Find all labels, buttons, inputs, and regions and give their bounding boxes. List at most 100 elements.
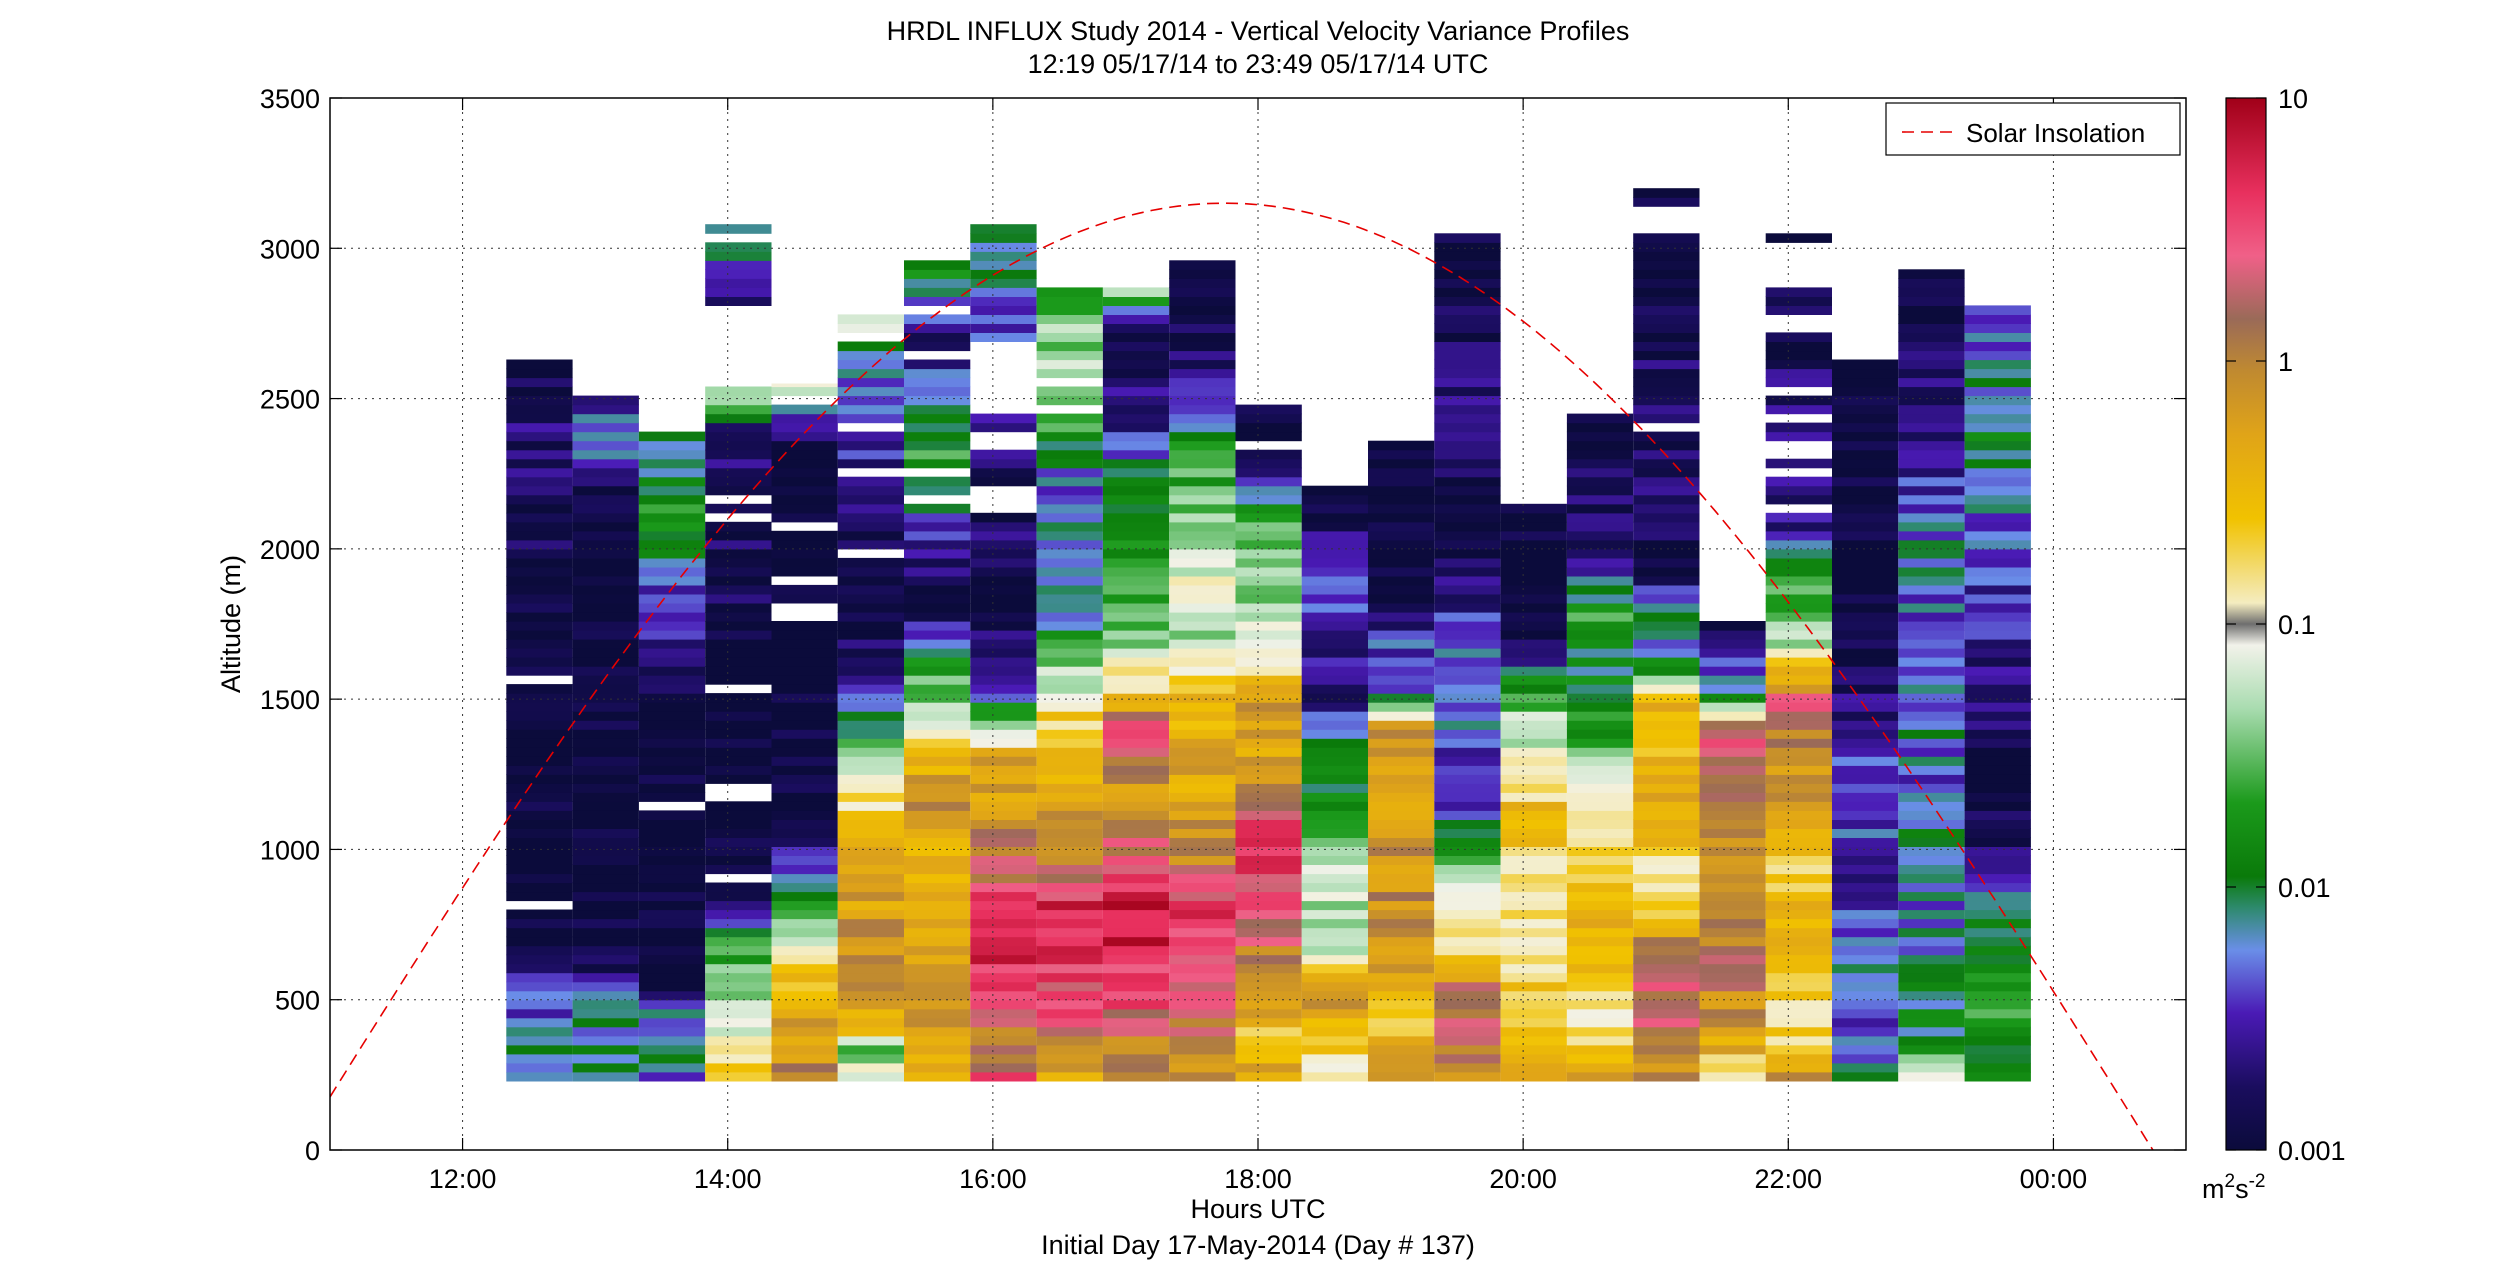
heatmap-cell — [1699, 963, 1766, 974]
chart-subtitle: 12:19 05/17/14 to 23:49 05/17/14 UTC — [1028, 49, 1489, 79]
heatmap-cell — [1832, 711, 1899, 721]
heatmap-cell — [705, 296, 772, 306]
heatmap-cell — [1633, 621, 1700, 631]
heatmap-cell — [1765, 648, 1832, 658]
heatmap-cell — [1566, 684, 1634, 694]
heatmap-cell — [904, 575, 971, 586]
heatmap-cell — [1832, 747, 1899, 757]
heatmap-cell — [1301, 693, 1368, 703]
heatmap-cell — [771, 810, 838, 820]
heatmap-cell — [506, 630, 573, 640]
heatmap-cell — [1765, 999, 1832, 1010]
heatmap-cell — [705, 386, 772, 397]
heatmap-cell — [1036, 287, 1103, 297]
heatmap-cell — [904, 990, 971, 1001]
heatmap-cell — [1699, 927, 1766, 938]
heatmap-cell — [1301, 990, 1368, 1001]
heatmap-cell — [1699, 828, 1766, 838]
heatmap-cell — [970, 792, 1037, 802]
heatmap-cell — [1235, 503, 1302, 514]
heatmap-cell — [1898, 738, 1965, 748]
heatmap-cell — [970, 837, 1037, 847]
heatmap-cell — [1633, 1071, 1700, 1082]
heatmap-cell — [1301, 981, 1368, 992]
heatmap-cell — [572, 783, 639, 793]
heatmap-cell — [1566, 891, 1634, 902]
heatmap-cell — [970, 314, 1037, 324]
heatmap-cell — [1036, 1017, 1103, 1028]
heatmap-cell — [1765, 927, 1832, 938]
heatmap-cell — [1169, 395, 1236, 406]
heatmap-cell — [1633, 260, 1700, 270]
heatmap-cell — [1036, 666, 1103, 676]
heatmap-cell — [1169, 332, 1236, 342]
heatmap-cell — [1633, 837, 1700, 847]
heatmap-cell — [1898, 359, 1965, 370]
heatmap-cell — [1169, 882, 1236, 893]
heatmap-cell — [837, 1062, 904, 1073]
heatmap-cell — [1633, 197, 1700, 207]
heatmap-cell — [1434, 314, 1501, 324]
heatmap-cell — [771, 738, 838, 748]
heatmap-cell — [1235, 1008, 1302, 1019]
heatmap-cell — [1500, 666, 1567, 676]
heatmap-cell — [1898, 566, 1965, 577]
heatmap-cell — [1765, 575, 1832, 586]
heatmap-cell — [1368, 584, 1435, 595]
heatmap-cell — [705, 954, 772, 965]
heatmap-cell — [1368, 593, 1435, 604]
heatmap-cell — [1036, 467, 1103, 478]
x-tick-label: 18:00 — [1224, 1164, 1292, 1194]
heatmap-cell — [1169, 260, 1236, 270]
heatmap-cell — [705, 1071, 772, 1082]
heatmap-cell — [1036, 386, 1103, 397]
heatmap-cell — [1832, 954, 1899, 965]
heatmap-cell — [506, 359, 573, 370]
heatmap-cell — [904, 738, 971, 748]
heatmap-cell — [572, 639, 639, 649]
heatmap-cell — [771, 855, 838, 865]
heatmap-cell — [1169, 936, 1236, 947]
heatmap-cell — [1964, 810, 2031, 820]
heatmap-cell — [705, 1053, 772, 1064]
heatmap-cell — [1102, 765, 1170, 775]
heatmap-cell — [1964, 963, 2031, 974]
heatmap-cell — [638, 819, 706, 829]
heatmap-cell — [1500, 963, 1567, 974]
heatmap-cell — [1765, 404, 1832, 415]
heatmap-cell — [1699, 1026, 1766, 1037]
heatmap-cell — [1434, 927, 1501, 938]
heatmap-cell — [1434, 1017, 1501, 1028]
heatmap-cell — [1964, 900, 2031, 911]
profile-column — [1169, 260, 1236, 1082]
heatmap-cell — [970, 855, 1037, 865]
heatmap-cell — [506, 612, 573, 622]
heatmap-cell — [1102, 693, 1170, 703]
heatmap-cell — [506, 621, 573, 631]
heatmap-cell — [705, 1035, 772, 1046]
heatmap-cell — [1964, 323, 2031, 333]
heatmap-cell — [1633, 440, 1700, 451]
heatmap-cell — [1102, 648, 1170, 658]
heatmap-cell — [904, 314, 971, 324]
heatmap-cell — [1500, 702, 1567, 712]
heatmap-cell — [1898, 756, 1965, 766]
heatmap-cell — [1036, 819, 1103, 829]
heatmap-cell — [1832, 936, 1899, 947]
heatmap-cell — [1964, 485, 2031, 496]
heatmap-cell — [1102, 873, 1170, 884]
heatmap-cell — [1368, 909, 1435, 920]
heatmap-cell — [1301, 891, 1368, 902]
heatmap-cell — [1964, 801, 2031, 811]
heatmap-cell — [1102, 323, 1170, 333]
heatmap-cell — [1036, 593, 1103, 604]
heatmap-cell — [837, 846, 904, 856]
heatmap-cell — [1036, 621, 1103, 631]
heatmap-cell — [1036, 1026, 1103, 1037]
profile-column — [1898, 269, 1965, 1082]
heatmap-cell — [572, 765, 639, 775]
heatmap-cell — [970, 242, 1037, 252]
x-tick-label: 00:00 — [2020, 1164, 2088, 1194]
heatmap-cell — [1633, 882, 1700, 893]
heatmap-cell — [1832, 855, 1899, 865]
